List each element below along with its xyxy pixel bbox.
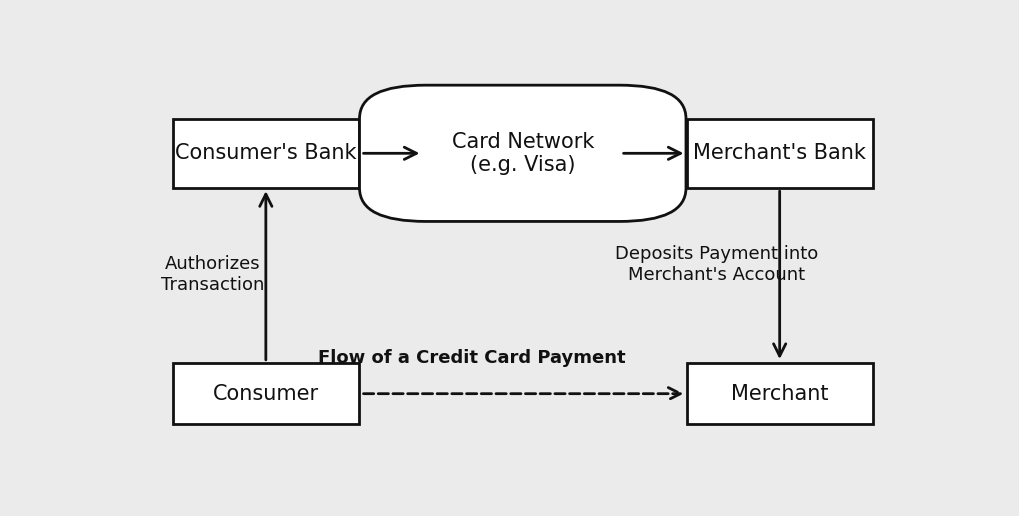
Text: Card Network
(e.g. Visa): Card Network (e.g. Visa) [451,132,593,175]
FancyBboxPatch shape [686,119,871,188]
Text: Authorizes
Transaction: Authorizes Transaction [161,255,264,294]
FancyBboxPatch shape [173,363,359,425]
Text: Consumer: Consumer [213,384,319,404]
Text: Merchant: Merchant [731,384,827,404]
FancyBboxPatch shape [359,85,686,221]
Text: Merchant's Bank: Merchant's Bank [693,143,865,163]
FancyBboxPatch shape [686,363,871,425]
Text: Deposits Payment into
Merchant's Account: Deposits Payment into Merchant's Account [614,245,817,284]
FancyBboxPatch shape [173,119,359,188]
Text: Flow of a Credit Card Payment: Flow of a Credit Card Payment [317,349,625,367]
Text: Consumer's Bank: Consumer's Bank [175,143,357,163]
